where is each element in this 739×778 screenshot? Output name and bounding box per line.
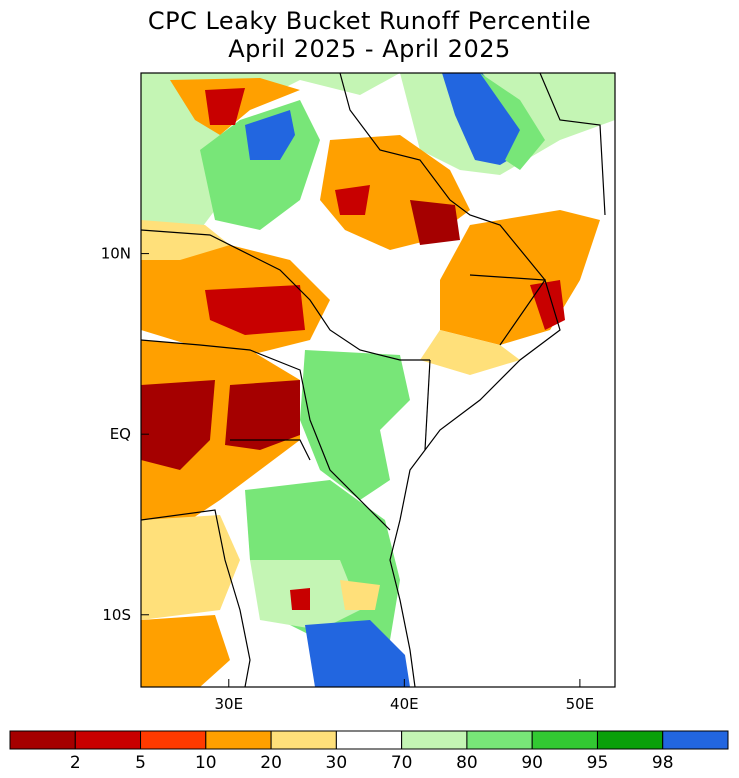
field-orange-south: [141, 615, 230, 687]
map-area: [141, 73, 615, 687]
colorbar-label: 2: [70, 753, 81, 773]
colorbar-label: 90: [521, 753, 543, 773]
x-tick-label: 40E: [390, 695, 419, 713]
colorbar-swatch: [270, 730, 337, 750]
colorbar-label: 10: [195, 753, 217, 773]
colorbar-swatch: [401, 730, 468, 750]
colorbar-label: 20: [260, 753, 282, 773]
field-light-orange-west: [141, 515, 240, 620]
field-green-redsea: [480, 73, 545, 170]
x-axis: 30E 40E 50E: [214, 679, 594, 713]
colorbar-swatch: [74, 730, 142, 750]
colorbar-swatch: [662, 730, 729, 750]
map-subtitle: April 2025 - April 2025: [228, 35, 511, 63]
colorbar-label: 70: [391, 753, 413, 773]
map-frame: [140, 72, 616, 688]
field-red-ssudan: [205, 285, 305, 335]
colorbar-label: 5: [135, 753, 146, 773]
field-dark-red-drc: [141, 380, 215, 470]
colorbar-label: 80: [456, 753, 478, 773]
y-tick-label: 10S: [102, 606, 131, 624]
field-blue-redsea: [442, 73, 525, 165]
colorbar-swatch: [335, 730, 403, 750]
colorbar-swatch: [9, 730, 76, 750]
colorbar-label: 30: [326, 753, 348, 773]
colorbar-swatch: [205, 730, 272, 750]
y-tick-label: EQ: [110, 425, 131, 443]
field-blue-north: [245, 110, 295, 160]
y-tick-label: 10N: [101, 245, 131, 263]
field-light-orange-south: [340, 580, 380, 610]
field-dark-red-uganda: [225, 380, 300, 450]
colorbar-labels: 2 5 10 20 30 70 80 90 95 98: [70, 753, 674, 773]
y-axis: 10N EQ 10S: [101, 245, 149, 624]
field-blue-south: [305, 620, 410, 687]
colorbar-label: 98: [652, 753, 674, 773]
x-tick-label: 30E: [214, 695, 243, 713]
colorbar-swatch: [596, 730, 664, 750]
map-title: CPC Leaky Bucket Runoff Percentile: [147, 7, 592, 35]
field-red-south: [290, 588, 310, 610]
field-red-ethiopia-2: [335, 185, 370, 215]
colorbar-swatch: [140, 730, 207, 750]
coastlines-borders: [141, 73, 606, 687]
colorbar-swatch: [466, 730, 533, 750]
field-light-orange-band: [141, 220, 230, 260]
field-light-orange-somalia: [420, 330, 520, 375]
colorbar-label: 95: [587, 753, 609, 773]
field-red-ethiopia: [410, 200, 460, 245]
x-tick-label: 50E: [566, 695, 595, 713]
colorbar: [9, 730, 729, 750]
field-red-north: [205, 88, 245, 125]
colorbar-swatch: [531, 730, 598, 750]
